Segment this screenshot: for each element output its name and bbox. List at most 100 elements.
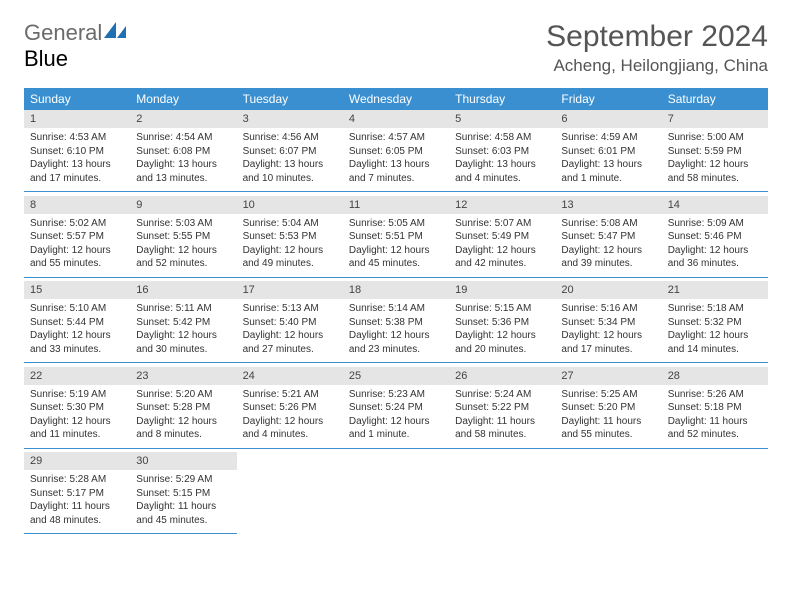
logo: General Blue [24, 20, 126, 72]
daylight-text: Daylight: 13 hours [136, 158, 230, 172]
day-body: Sunrise: 4:54 AMSunset: 6:08 PMDaylight:… [130, 128, 236, 191]
title-block: September 2024 Acheng, Heilongjiang, Chi… [546, 20, 768, 76]
sunset-text: Sunset: 5:24 PM [349, 401, 443, 415]
daylight-text-2: and 55 minutes. [561, 428, 655, 442]
day-cell: 20Sunrise: 5:16 AMSunset: 5:34 PMDayligh… [555, 281, 661, 363]
sunrise-text: Sunrise: 5:23 AM [349, 388, 443, 402]
day-number: 19 [449, 281, 555, 299]
day-body: Sunrise: 5:08 AMSunset: 5:47 PMDaylight:… [555, 214, 661, 277]
daylight-text: Daylight: 12 hours [349, 244, 443, 258]
day-cell: 29Sunrise: 5:28 AMSunset: 5:17 PMDayligh… [24, 452, 130, 534]
daylight-text-2: and 4 minutes. [243, 428, 337, 442]
sunset-text: Sunset: 6:08 PM [136, 145, 230, 159]
day-number: 12 [449, 196, 555, 214]
day-body: Sunrise: 5:28 AMSunset: 5:17 PMDaylight:… [24, 470, 130, 533]
sunrise-text: Sunrise: 4:53 AM [30, 131, 124, 145]
sunrise-text: Sunrise: 5:11 AM [136, 302, 230, 316]
day-number: 10 [237, 196, 343, 214]
day-number: 6 [555, 110, 661, 128]
day-body: Sunrise: 5:05 AMSunset: 5:51 PMDaylight:… [343, 214, 449, 277]
location: Acheng, Heilongjiang, China [546, 56, 768, 76]
daylight-text-2: and 17 minutes. [30, 172, 124, 186]
sunset-text: Sunset: 5:44 PM [30, 316, 124, 330]
sunset-text: Sunset: 5:40 PM [243, 316, 337, 330]
week-row: 1Sunrise: 4:53 AMSunset: 6:10 PMDaylight… [24, 110, 768, 192]
day-number: 28 [662, 367, 768, 385]
sunset-text: Sunset: 5:55 PM [136, 230, 230, 244]
day-number: 16 [130, 281, 236, 299]
header: General Blue September 2024 Acheng, Heil… [24, 20, 768, 76]
sunrise-text: Sunrise: 5:18 AM [668, 302, 762, 316]
daylight-text: Daylight: 12 hours [349, 415, 443, 429]
day-body: Sunrise: 4:53 AMSunset: 6:10 PMDaylight:… [24, 128, 130, 191]
daylight-text: Daylight: 12 hours [136, 415, 230, 429]
day-cell: 11Sunrise: 5:05 AMSunset: 5:51 PMDayligh… [343, 196, 449, 278]
daylight-text-2: and 7 minutes. [349, 172, 443, 186]
sunset-text: Sunset: 5:49 PM [455, 230, 549, 244]
day-number: 5 [449, 110, 555, 128]
day-cell: 4Sunrise: 4:57 AMSunset: 6:05 PMDaylight… [343, 110, 449, 192]
daylight-text: Daylight: 12 hours [243, 244, 337, 258]
daylight-text: Daylight: 12 hours [668, 244, 762, 258]
day-number: 2 [130, 110, 236, 128]
day-cell: 28Sunrise: 5:26 AMSunset: 5:18 PMDayligh… [662, 367, 768, 449]
daylight-text: Daylight: 11 hours [30, 500, 124, 514]
day-number: 24 [237, 367, 343, 385]
sunset-text: Sunset: 5:30 PM [30, 401, 124, 415]
day-body: Sunrise: 5:16 AMSunset: 5:34 PMDaylight:… [555, 299, 661, 362]
daylight-text: Daylight: 12 hours [455, 329, 549, 343]
sunset-text: Sunset: 6:07 PM [243, 145, 337, 159]
calendar-table: SundayMondayTuesdayWednesdayThursdayFrid… [24, 88, 768, 534]
day-number: 8 [24, 196, 130, 214]
day-cell: 23Sunrise: 5:20 AMSunset: 5:28 PMDayligh… [130, 367, 236, 449]
daylight-text: Daylight: 12 hours [561, 244, 655, 258]
day-body: Sunrise: 5:21 AMSunset: 5:26 PMDaylight:… [237, 385, 343, 448]
day-cell: 17Sunrise: 5:13 AMSunset: 5:40 PMDayligh… [237, 281, 343, 363]
sunset-text: Sunset: 5:47 PM [561, 230, 655, 244]
day-body: Sunrise: 5:26 AMSunset: 5:18 PMDaylight:… [662, 385, 768, 448]
day-cell: 22Sunrise: 5:19 AMSunset: 5:30 PMDayligh… [24, 367, 130, 449]
day-cell: 21Sunrise: 5:18 AMSunset: 5:32 PMDayligh… [662, 281, 768, 363]
day-number: 7 [662, 110, 768, 128]
daylight-text: Daylight: 12 hours [668, 158, 762, 172]
daylight-text: Daylight: 12 hours [243, 415, 337, 429]
daylight-text-2: and 30 minutes. [136, 343, 230, 357]
day-body: Sunrise: 5:10 AMSunset: 5:44 PMDaylight:… [24, 299, 130, 362]
day-body: Sunrise: 5:18 AMSunset: 5:32 PMDaylight:… [662, 299, 768, 362]
sunrise-text: Sunrise: 5:24 AM [455, 388, 549, 402]
sunrise-text: Sunrise: 5:14 AM [349, 302, 443, 316]
daylight-text-2: and 58 minutes. [455, 428, 549, 442]
empty-cell [237, 452, 343, 534]
week-row: 29Sunrise: 5:28 AMSunset: 5:17 PMDayligh… [24, 452, 768, 534]
sunrise-text: Sunrise: 5:04 AM [243, 217, 337, 231]
day-cell: 1Sunrise: 4:53 AMSunset: 6:10 PMDaylight… [24, 110, 130, 192]
sunset-text: Sunset: 6:10 PM [30, 145, 124, 159]
daylight-text-2: and 27 minutes. [243, 343, 337, 357]
daylight-text-2: and 39 minutes. [561, 257, 655, 271]
day-cell: 7Sunrise: 5:00 AMSunset: 5:59 PMDaylight… [662, 110, 768, 192]
day-cell: 16Sunrise: 5:11 AMSunset: 5:42 PMDayligh… [130, 281, 236, 363]
day-cell: 25Sunrise: 5:23 AMSunset: 5:24 PMDayligh… [343, 367, 449, 449]
day-cell: 19Sunrise: 5:15 AMSunset: 5:36 PMDayligh… [449, 281, 555, 363]
daylight-text-2: and 1 minute. [349, 428, 443, 442]
weekday-saturday: Saturday [662, 88, 768, 110]
sunrise-text: Sunrise: 4:59 AM [561, 131, 655, 145]
month-title: September 2024 [546, 20, 768, 54]
day-cell: 6Sunrise: 4:59 AMSunset: 6:01 PMDaylight… [555, 110, 661, 192]
day-number: 1 [24, 110, 130, 128]
daylight-text-2: and 52 minutes. [136, 257, 230, 271]
day-number: 11 [343, 196, 449, 214]
sunset-text: Sunset: 5:57 PM [30, 230, 124, 244]
daylight-text-2: and 8 minutes. [136, 428, 230, 442]
sunset-text: Sunset: 6:03 PM [455, 145, 549, 159]
day-number: 17 [237, 281, 343, 299]
day-number: 9 [130, 196, 236, 214]
sunrise-text: Sunrise: 5:05 AM [349, 217, 443, 231]
daylight-text: Daylight: 13 hours [243, 158, 337, 172]
day-body: Sunrise: 5:13 AMSunset: 5:40 PMDaylight:… [237, 299, 343, 362]
daylight-text: Daylight: 12 hours [30, 415, 124, 429]
sunrise-text: Sunrise: 5:15 AM [455, 302, 549, 316]
sunset-text: Sunset: 5:15 PM [136, 487, 230, 501]
day-body: Sunrise: 5:09 AMSunset: 5:46 PMDaylight:… [662, 214, 768, 277]
daylight-text: Daylight: 13 hours [349, 158, 443, 172]
